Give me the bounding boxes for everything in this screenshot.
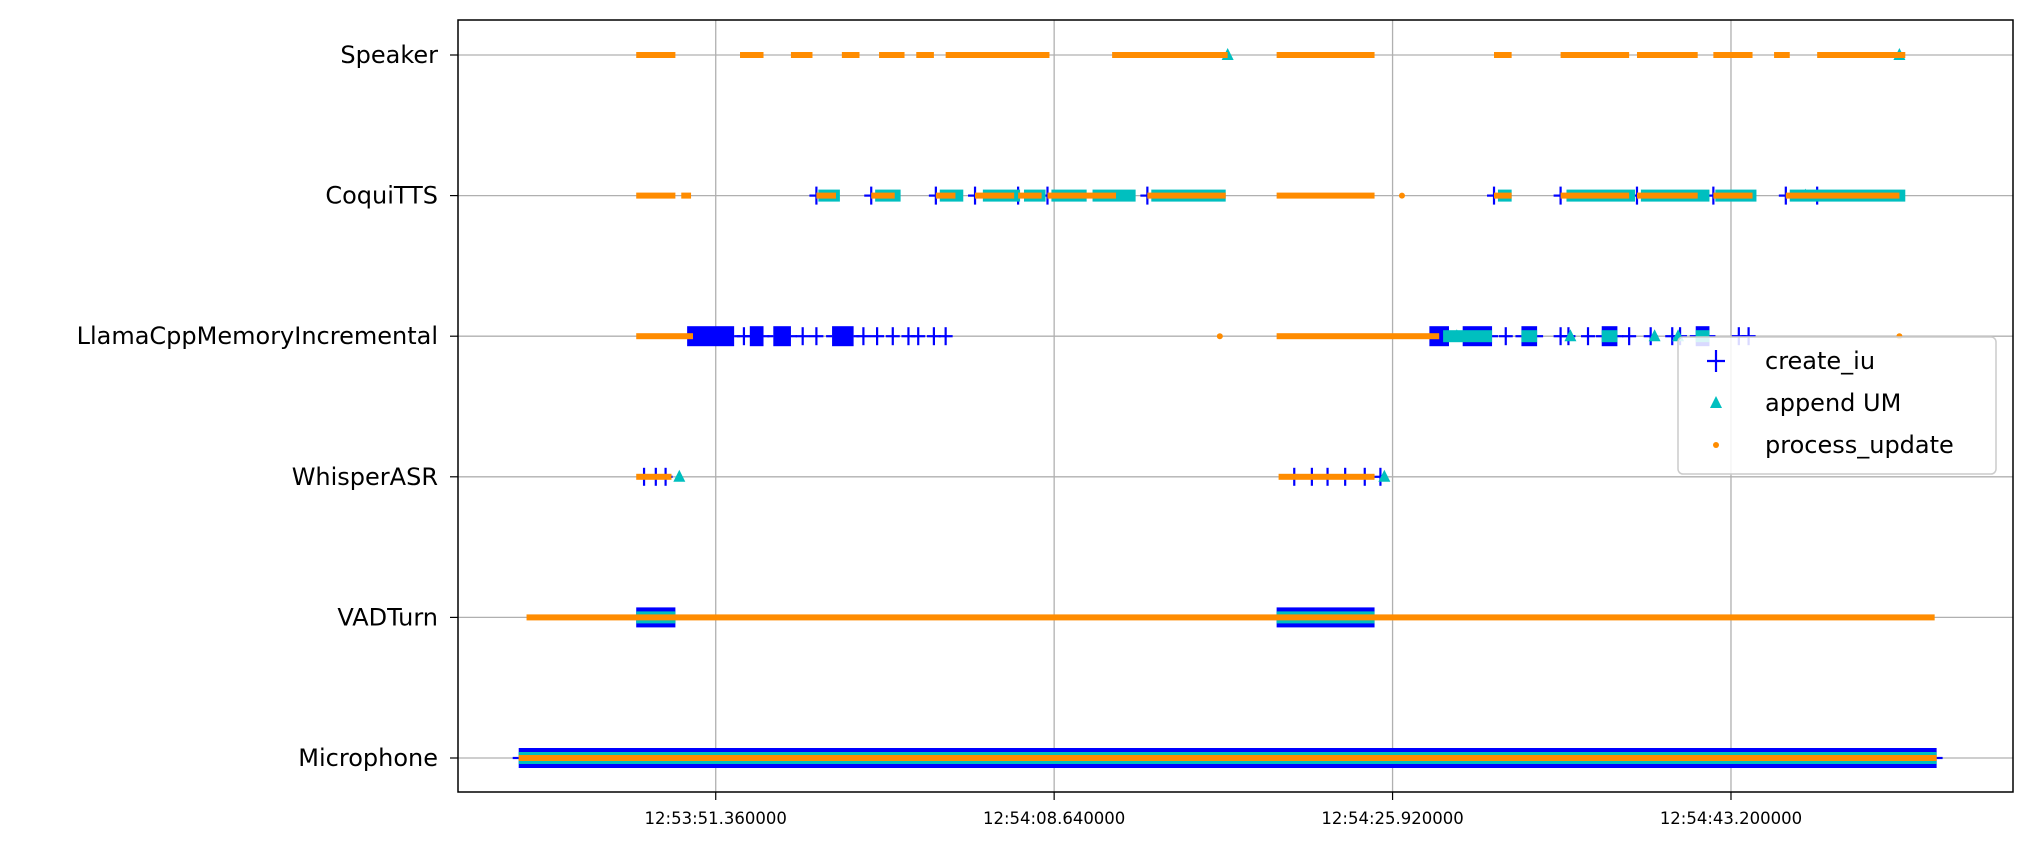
x-tick-label: 12:54:25.920000 [1321, 809, 1463, 828]
event-band-process-update-coquitts [1276, 192, 1375, 199]
event-point-create-iu-llamacppmemoryincremental [795, 327, 810, 346]
event-point-append-um-whisperasr [1378, 469, 1391, 482]
legend-label-process-update: process_update [1765, 431, 1954, 459]
event-band-process-update-speaker [1774, 52, 1790, 58]
event-point-create-iu-llamacppmemoryincremental [926, 327, 941, 346]
event-band-process-update-coquitts [1636, 192, 1698, 199]
event-band-process-update-speaker [1276, 52, 1375, 58]
legend-marker-plus [1707, 350, 1725, 372]
event-band-process-update-speaker [879, 52, 905, 58]
event-band-create-iu-llamacppmemoryincremental [773, 326, 791, 347]
event-band-append-um-llamacppmemoryincremental [1521, 330, 1538, 343]
event-point-append-um-llamacppmemoryincremental [1648, 329, 1661, 342]
event-band-process-update-vadturn [526, 614, 1935, 621]
event-band-process-update-speaker [636, 52, 676, 58]
event-band-process-update-speaker [740, 52, 764, 58]
event-band-process-update-speaker [1494, 52, 1512, 58]
event-band-create-iu-llamacppmemoryincremental [832, 326, 854, 347]
axes-frame [457, 19, 2014, 793]
event-band-process-update-speaker [945, 52, 1050, 58]
series-process-update [518, 52, 1937, 761]
x-axis-labels: 12:53:51.360000 12:54:08.640000 12:54:25.9… [645, 792, 1802, 828]
event-band-process-update-speaker [1560, 52, 1630, 58]
event-point-create-iu-llamacppmemoryincremental [911, 327, 926, 346]
legend-marker-triangle [1710, 396, 1722, 408]
event-band-process-update-speaker [1713, 52, 1753, 58]
plot-area [512, 48, 1943, 768]
event-band-process-update-whisperasr [636, 473, 672, 480]
event-band-process-update-coquitts [1713, 192, 1753, 199]
event-band-create-iu-llamacppmemoryincremental [687, 326, 735, 347]
event-band-process-update-coquitts [1147, 192, 1226, 199]
legend-label-append-um: append UM [1765, 389, 1901, 417]
event-band-process-update-whisperasr [1278, 473, 1375, 480]
event-band-process-update-coquitts [1785, 192, 1900, 199]
event-point-create-iu-llamacppmemoryincremental [870, 327, 885, 346]
legend-marker-dot [1713, 442, 1719, 448]
event-band-process-update-coquitts [1560, 192, 1630, 199]
legend-box [1677, 336, 1997, 475]
y-tick-label-microphone: Microphone [298, 744, 438, 772]
event-point-process-update-llamacppmemoryincremental [1216, 333, 1223, 340]
event-point-create-iu-llamacppmemoryincremental [1498, 327, 1513, 346]
event-band-create-iu-llamacppmemoryincremental [749, 326, 764, 347]
event-band-process-update-speaker [790, 52, 813, 58]
event-point-append-um-llamacppmemoryincremental [1450, 329, 1463, 342]
event-band-process-update-speaker [1817, 52, 1906, 58]
event-point-process-update-coquitts [1398, 192, 1405, 199]
legend-label-create-iu: create_iu [1765, 347, 1875, 375]
y-tick-label-speaker: Speaker [340, 41, 438, 69]
event-point-append-um-llamacppmemoryincremental [1564, 329, 1577, 342]
event-band-process-update-llamacppmemoryincremental [1276, 333, 1440, 340]
event-band-process-update-coquitts [871, 192, 895, 199]
event-band-process-update-coquitts [1494, 192, 1512, 199]
event-band-process-update-speaker [916, 52, 934, 58]
y-tick-label-vadturn: VADTurn [337, 603, 438, 631]
x-tick-label: 12:53:51.360000 [645, 809, 787, 828]
event-point-create-iu-llamacppmemoryincremental [856, 327, 871, 346]
event-band-process-update-coquitts [1047, 192, 1117, 199]
event-band-process-update-coquitts [935, 192, 956, 199]
event-point-create-iu-llamacppmemoryincremental [1622, 327, 1637, 346]
event-point-append-um-whisperasr [673, 469, 686, 482]
event-band-process-update-coquitts [1018, 192, 1042, 199]
event-band-append-um-llamacppmemoryincremental [1601, 330, 1618, 343]
event-point-create-iu-llamacppmemoryincremental [736, 327, 751, 346]
event-band-process-update-coquitts [681, 192, 692, 199]
event-band-append-um-llamacppmemoryincremental [1443, 330, 1493, 343]
event-point-create-iu-llamacppmemoryincremental [1581, 327, 1596, 346]
event-band-process-update-coquitts [975, 192, 1015, 199]
x-tick-label: 12:54:08.640000 [983, 809, 1125, 828]
y-axis-labels: Microphone VADTurn WhisperASR LlamaCppMemor… [77, 41, 458, 772]
x-tick-label: 12:54:43.200000 [1660, 809, 1802, 828]
y-tick-label-coquitts: CoquiTTS [325, 182, 438, 210]
event-band-process-update-coquitts [816, 192, 836, 199]
y-tick-label-whisperasr: WhisperASR [292, 463, 438, 491]
event-band-process-update-speaker [1636, 52, 1698, 58]
event-point-create-iu-llamacppmemoryincremental [809, 327, 824, 346]
event-band-process-update-coquitts [636, 192, 676, 199]
event-band-process-update-microphone [518, 755, 1937, 761]
event-point-create-iu-llamacppmemoryincremental [938, 327, 953, 346]
event-band-process-update-llamacppmemoryincremental [636, 333, 694, 340]
event-band-process-update-speaker [1112, 52, 1228, 58]
y-tick-label-llamacppmemoryincremental: LlamaCppMemoryIncremental [77, 322, 438, 350]
event-point-create-iu-llamacppmemoryincremental [885, 327, 900, 346]
event-band-process-update-speaker [841, 52, 860, 58]
